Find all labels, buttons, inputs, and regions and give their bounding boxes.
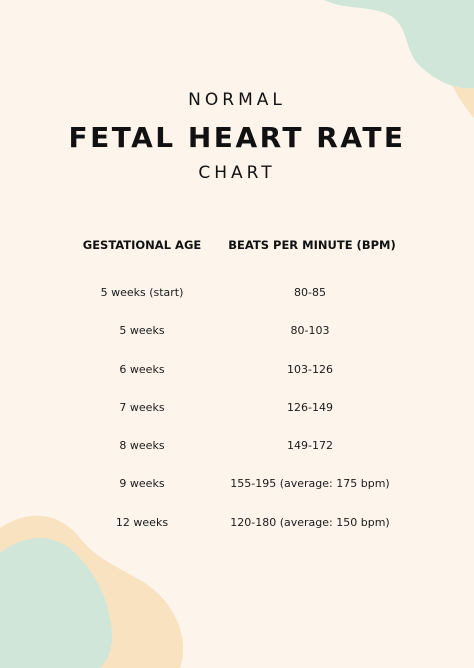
- title-normal: NORMAL: [188, 90, 286, 110]
- table-body: 5 weeks (start) 80-85 5 weeks 80-103 6 w…: [0, 286, 474, 554]
- column-header-gestational-age: GESTATIONAL AGE: [82, 238, 202, 252]
- cell-bpm: 149-172: [287, 439, 333, 453]
- cell-gestational-age: 12 weeks: [115, 515, 169, 529]
- cell-bpm: 126-149: [287, 400, 333, 414]
- table-row: 6 weeks 103-126: [0, 363, 474, 401]
- cell-gestational-age: 6 weeks: [119, 362, 165, 376]
- cell-gestational-age: 5 weeks (start): [100, 286, 184, 299]
- column-header-bpm: BEATS PER MINUTE (BPM): [228, 238, 396, 252]
- cell-bpm: 155-195 (average: 175 bpm): [230, 477, 390, 491]
- title-chart: CHART: [198, 163, 276, 183]
- cell-bpm: 103-126: [287, 362, 333, 376]
- table-row: 5 weeks (start) 80-85: [0, 286, 474, 324]
- table-row: 7 weeks 126-149: [0, 401, 474, 439]
- cell-bpm: 80-85: [294, 286, 326, 299]
- table-row: 9 weeks 155-195 (average: 175 bpm): [0, 477, 474, 515]
- heart-rate-table: GESTATIONAL AGE BEATS PER MINUTE (BPM) 5…: [0, 238, 474, 529]
- table-row: 12 weeks 120-180 (average: 150 bpm): [0, 516, 474, 554]
- page-title: FETAL HEART RATE: [68, 121, 406, 154]
- decorative-blob-top-right: [324, 0, 474, 118]
- cell-gestational-age: 9 weeks: [119, 477, 165, 491]
- table-header: GESTATIONAL AGE BEATS PER MINUTE (BPM): [0, 238, 474, 258]
- decorative-blob-bottom-left: [0, 515, 184, 668]
- cell-gestational-age: 5 weeks: [119, 324, 165, 338]
- cell-gestational-age: 7 weeks: [119, 400, 165, 414]
- table-row: 8 weeks 149-172: [0, 439, 474, 477]
- cell-bpm: 80-103: [290, 324, 330, 338]
- cell-gestational-age: 8 weeks: [119, 439, 165, 453]
- cell-bpm: 120-180 (average: 150 bpm): [230, 515, 390, 529]
- table-row: 5 weeks 80-103: [0, 324, 474, 362]
